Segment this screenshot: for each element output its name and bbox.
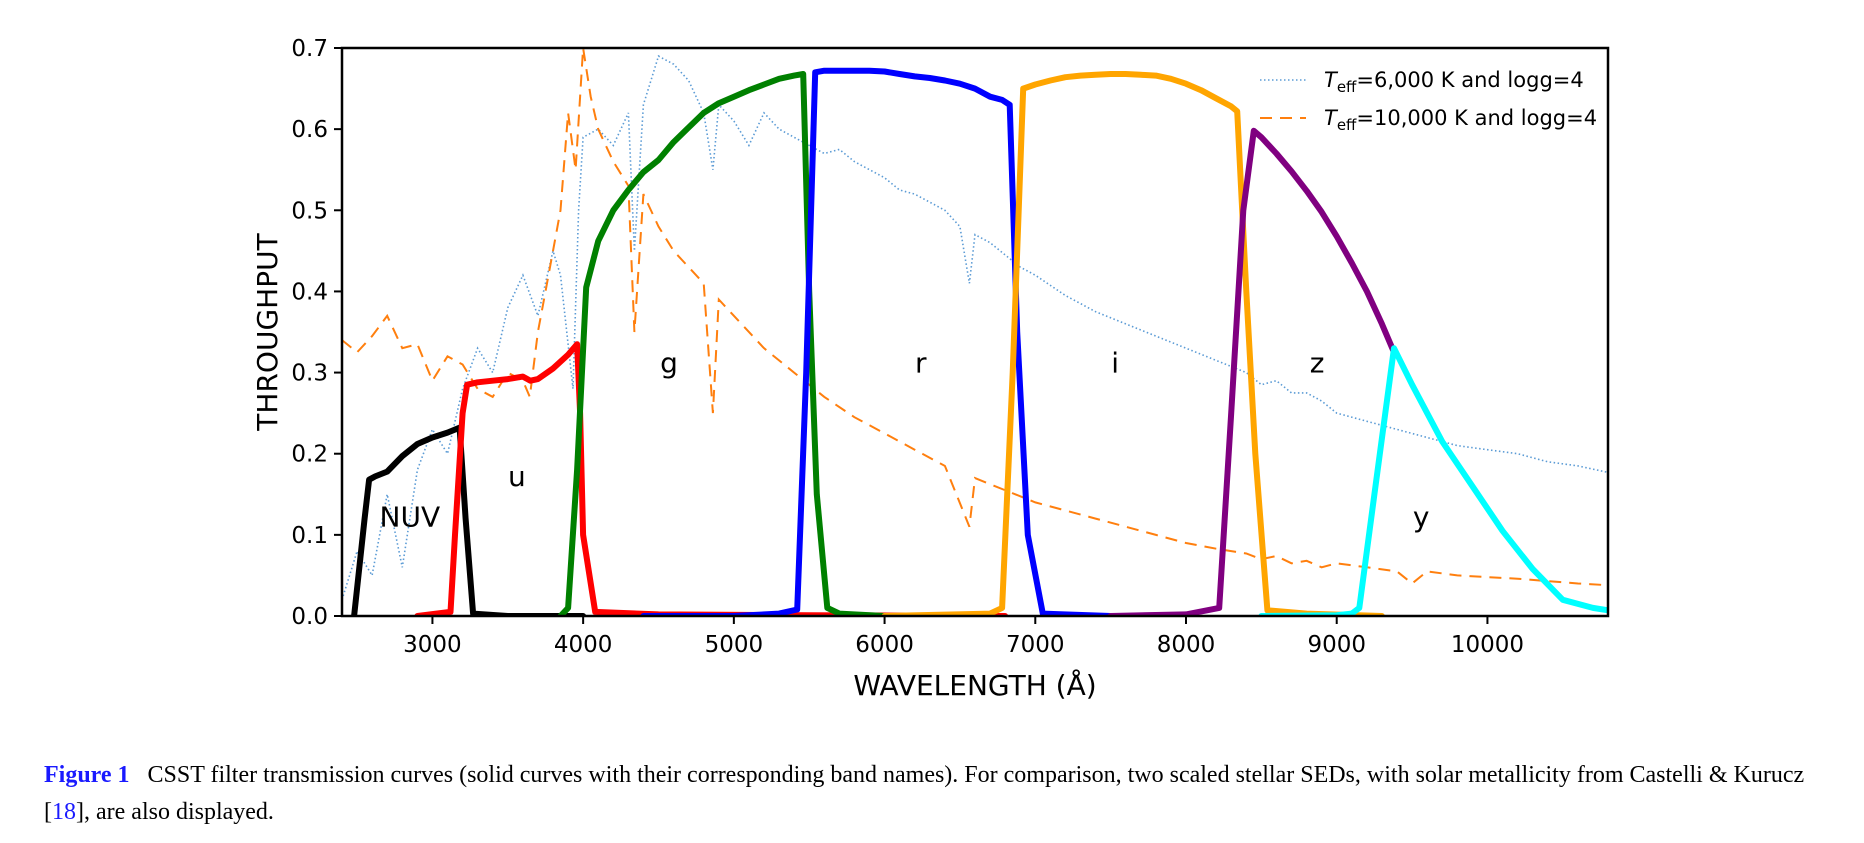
y-tick-label: 0.6 bbox=[291, 117, 328, 143]
band-label-NUV: NUV bbox=[380, 501, 441, 534]
y-tick-label: 0.5 bbox=[291, 198, 328, 224]
band-label-z: z bbox=[1310, 347, 1325, 380]
x-tick-label: 7000 bbox=[1006, 632, 1065, 658]
plot-frame bbox=[340, 46, 1610, 618]
x-tick-label: 6000 bbox=[855, 632, 914, 658]
y-axis-title: THROUGHPUT bbox=[251, 232, 284, 431]
caption-text: CSST filter transmission curves (solid c… bbox=[44, 762, 1805, 825]
x-tick-label: 4000 bbox=[554, 632, 613, 658]
x-tick-label: 5000 bbox=[705, 632, 764, 658]
x-tick-label: 8000 bbox=[1157, 632, 1216, 658]
legend-label-1: Teff=6,000 K and logg=4 bbox=[1324, 68, 1584, 96]
filter-curve-u bbox=[414, 341, 1009, 616]
sed-line-2 bbox=[342, 48, 1608, 587]
filter-curve-r bbox=[640, 67, 1114, 616]
figure-label: Figure 1 bbox=[44, 762, 130, 788]
y-tick-label: 0.3 bbox=[291, 361, 328, 387]
y-tick-label: 0.7 bbox=[291, 36, 328, 62]
band-label-g: g bbox=[660, 347, 678, 380]
reference-link[interactable]: 18 bbox=[52, 799, 76, 825]
caption-text-end: ], are also displayed. bbox=[76, 799, 274, 825]
filter-curve-i bbox=[881, 71, 1385, 616]
y-tick-label: 0.1 bbox=[291, 523, 328, 549]
y-tick-label: 0.4 bbox=[291, 279, 328, 305]
band-label-y: y bbox=[1413, 501, 1430, 534]
band-label-i: i bbox=[1111, 347, 1119, 380]
legend-label-2: Teff=10,000 K and logg=4 bbox=[1324, 106, 1597, 134]
y-tick-label: 0.0 bbox=[291, 604, 328, 630]
filter-curve-g bbox=[557, 71, 888, 616]
x-tick-label: 3000 bbox=[403, 632, 462, 658]
filter-curve-NUV bbox=[351, 424, 587, 616]
x-axis-title: WAVELENGTH (Å) bbox=[853, 668, 1096, 702]
legend: Teff=6,000 K and logg=4 Teff=10,000 K and… bbox=[1260, 68, 1597, 134]
band-label-u: u bbox=[508, 460, 526, 493]
x-tick-label: 9000 bbox=[1307, 632, 1366, 658]
x-tick-label: 10000 bbox=[1451, 632, 1524, 658]
band-label-r: r bbox=[915, 347, 927, 380]
filter-curve-y bbox=[1258, 345, 1608, 616]
y-tick-label: 0.2 bbox=[291, 442, 328, 468]
filter-curve-z bbox=[1107, 127, 1397, 616]
figure-caption: Figure 1 CSST filter transmission curves … bbox=[44, 757, 1824, 831]
